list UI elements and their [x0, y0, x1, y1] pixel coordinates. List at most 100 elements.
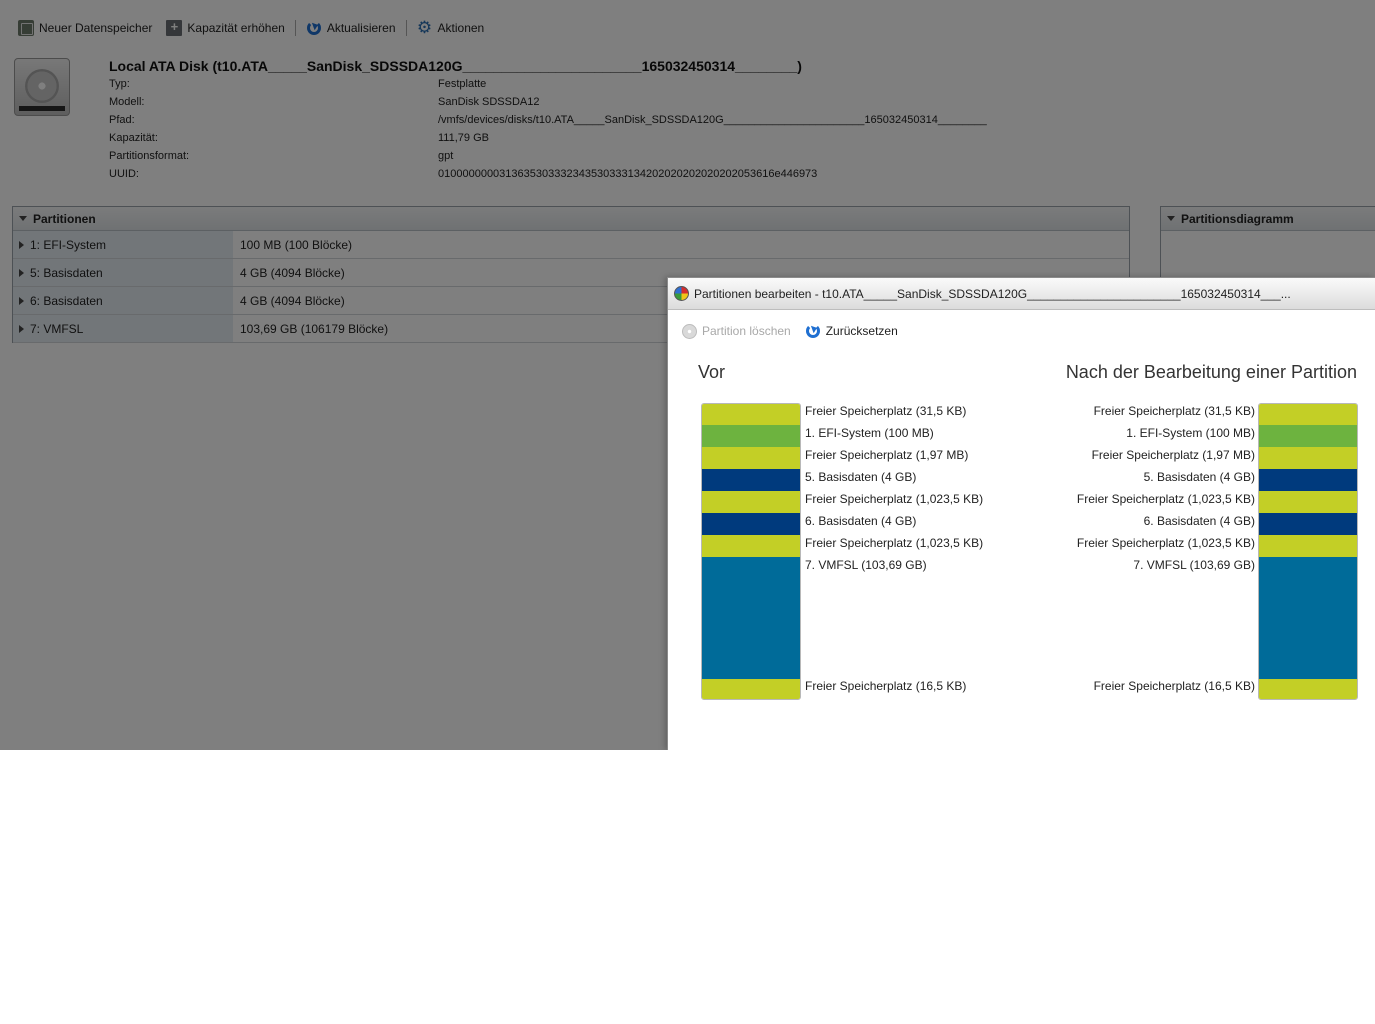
toolbar-separator	[405, 20, 407, 36]
segment-label: 5. Basisdaten (4 GB)	[1143, 470, 1255, 484]
segment-label: Freier Speicherplatz (1,023,5 KB)	[1076, 492, 1255, 506]
disk-property-row: Typ: Festplatte	[109, 78, 1009, 92]
disc-icon	[682, 323, 697, 339]
segment-label: Freier Speicherplatz (1,97 MB)	[1091, 448, 1255, 462]
dialog-title: Partitionen bearbeiten - t10.ATA_____San…	[694, 286, 1291, 301]
reset-label: Zurücksetzen	[825, 324, 898, 338]
partition-segment-free[interactable]	[1259, 447, 1357, 469]
partition-segment-free	[702, 679, 800, 699]
partition-segment-free[interactable]	[1259, 535, 1357, 557]
segment-label: Freier Speicherplatz (1,023,5 KB)	[1076, 536, 1255, 550]
partition-segment-efi[interactable]	[1259, 425, 1357, 447]
expand-caret-icon[interactable]	[19, 296, 24, 305]
segment-label: Freier Speicherplatz (16,5 KB)	[805, 679, 967, 693]
disk-property-row: Partitionsformat: gpt	[109, 150, 1009, 164]
disk-property-value: Festplatte	[438, 78, 487, 90]
partition-segment-basic	[702, 513, 800, 535]
partition-segment-basic[interactable]	[1259, 513, 1357, 535]
disk-title: Local ATA Disk (t10.ATA_____SanDisk_SDSS…	[109, 58, 802, 74]
partition-segment-free[interactable]	[1259, 679, 1357, 699]
segment-label: Freier Speicherplatz (1,023,5 KB)	[805, 492, 984, 506]
segment-label: 7. VMFSL (103,69 GB)	[805, 558, 927, 572]
disk-property-value: SanDisk SDSSDA12	[438, 96, 540, 108]
partition-diagram-panel-header[interactable]: Partitionsdiagramm	[1161, 207, 1375, 231]
new-datastore-label: Neuer Datenspeicher	[39, 21, 153, 35]
expand-caret-icon[interactable]	[19, 268, 24, 277]
partition-name: 1: EFI-System	[30, 237, 107, 252]
delete-partition-label: Partition löschen	[702, 324, 791, 338]
reset-button[interactable]: Zurücksetzen	[805, 323, 898, 339]
partition-row[interactable]: 1: EFI-System 100 MB (100 Blöcke)	[13, 231, 1129, 259]
dialog-titlebar[interactable]: Partitionen bearbeiten - t10.ATA_____San…	[668, 278, 1375, 310]
disk-property-value: 0100000000313635303332343530333134202020…	[438, 168, 818, 180]
new-datastore-button[interactable]: Neuer Datenspeicher	[14, 18, 156, 38]
partition-segment-vmfsl[interactable]	[1259, 557, 1357, 679]
host-client-storage-view: Neuer Datenspeicher Kapazität erhöhen Ak…	[0, 0, 1375, 750]
expand-caret-icon[interactable]	[19, 240, 24, 249]
storage-toolbar: Neuer Datenspeicher Kapazität erhöhen Ak…	[14, 18, 488, 38]
disk-property-key: Pfad:	[109, 114, 135, 126]
partition-segment-free	[702, 491, 800, 513]
hard-disk-icon	[14, 58, 70, 116]
gear-icon: ⚙	[416, 18, 433, 37]
datastore-icon	[18, 20, 34, 36]
partition-segment-efi	[702, 425, 800, 447]
before-heading: Vor	[698, 362, 726, 382]
segment-label: Freier Speicherplatz (31,5 KB)	[1093, 404, 1255, 418]
disk-property-key: Typ:	[109, 78, 130, 90]
partition-size: 103,69 GB (106179 Blöcke)	[240, 321, 389, 336]
after-heading: Nach der Bearbeitung einer Partition	[1065, 362, 1357, 382]
increase-capacity-button[interactable]: Kapazität erhöhen	[162, 18, 288, 38]
partition-segment-free	[702, 404, 800, 425]
partition-segment-basic[interactable]	[1259, 469, 1357, 491]
partition-name: 7: VMFSL	[30, 321, 84, 336]
segment-label: Freier Speicherplatz (1,023,5 KB)	[805, 536, 984, 550]
actions-button[interactable]: ⚙ Aktionen	[413, 18, 489, 38]
dialog-toolbar: Partition löschen Zurücksetzen	[682, 323, 898, 339]
increase-capacity-icon	[166, 19, 183, 36]
partition-name: 5: Basisdaten	[30, 265, 103, 280]
partition-size: 4 GB (4094 Blöcke)	[240, 265, 345, 280]
disk-property-value: /vmfs/devices/disks/t10.ATA_____SanDisk_…	[438, 114, 987, 126]
partition-segment-basic	[702, 469, 800, 491]
partitions-panel-header[interactable]: Partitionen	[13, 207, 1129, 231]
segment-label: Freier Speicherplatz (16,5 KB)	[1093, 679, 1255, 693]
collapse-caret-icon	[19, 216, 27, 221]
disk-property-row: Modell: SanDisk SDSSDA12	[109, 96, 1009, 110]
after-partition-bar[interactable]	[1258, 403, 1358, 700]
partition-name-cell: 7: VMFSL	[13, 315, 233, 342]
increase-capacity-label: Kapazität erhöhen	[187, 21, 285, 35]
expand-caret-icon[interactable]	[19, 324, 24, 333]
delete-partition-button[interactable]: Partition löschen	[682, 323, 791, 339]
disk-property-key: UUID:	[109, 168, 139, 180]
disk-property-row: UUID: 01000000003136353033323435303331342…	[109, 168, 1009, 182]
segment-label: 1. EFI-System (100 MB)	[805, 426, 934, 440]
partition-size: 100 MB (100 Blöcke)	[240, 237, 353, 252]
segment-label: 6. Basisdaten (4 GB)	[805, 514, 917, 528]
actions-label: Aktionen	[437, 21, 485, 35]
refresh-icon	[805, 324, 820, 338]
partition-name: 6: Basisdaten	[30, 293, 103, 308]
refresh-label: Aktualisieren	[326, 21, 396, 35]
segment-label: 6. Basisdaten (4 GB)	[1143, 514, 1255, 528]
partition-segment-vmfsl	[702, 557, 800, 679]
partition-name-cell: 6: Basisdaten	[13, 287, 233, 314]
segment-label: 5. Basisdaten (4 GB)	[805, 470, 917, 484]
partition-name-cell: 1: EFI-System	[13, 231, 233, 258]
disk-property-key: Kapazität:	[109, 132, 158, 144]
disk-property-row: Kapazität: 111,79 GB	[109, 132, 1009, 146]
toolbar-separator	[294, 20, 296, 36]
partition-size: 4 GB (4094 Blöcke)	[240, 293, 345, 308]
disk-property-key: Modell:	[109, 96, 145, 108]
partition-segment-free[interactable]	[1259, 491, 1357, 513]
partition-segment-free[interactable]	[1259, 404, 1357, 425]
refresh-button[interactable]: Aktualisieren	[302, 18, 400, 38]
segment-label: 1. EFI-System (100 MB)	[1126, 426, 1255, 440]
before-partition-bar	[701, 403, 801, 700]
partitions-panel-title: Partitionen	[33, 211, 96, 226]
partition-diagram-panel-title: Partitionsdiagramm	[1181, 211, 1294, 226]
segment-label: Freier Speicherplatz (31,5 KB)	[805, 404, 967, 418]
segment-label: 7. VMFSL (103,69 GB)	[1133, 558, 1255, 572]
disk-property-value: gpt	[438, 150, 454, 162]
refresh-icon	[306, 21, 321, 35]
